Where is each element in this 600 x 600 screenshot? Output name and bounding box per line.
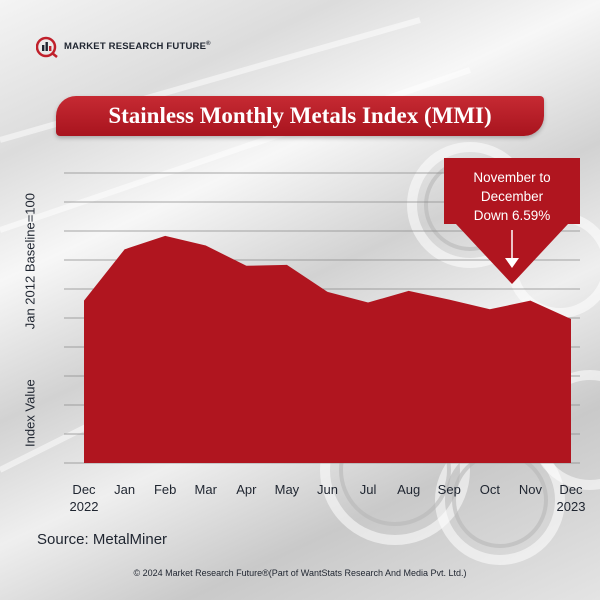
x-tick-label: Sep	[437, 482, 461, 497]
x-tick-label: Jan	[114, 482, 136, 497]
x-tick-label: May	[274, 482, 300, 497]
callout-arrow-shape	[444, 158, 580, 284]
x-tick-label: Dec 2022	[69, 482, 99, 514]
x-tick-label: Dec 2023	[556, 482, 586, 514]
x-tick-label: Feb	[153, 482, 177, 497]
title-banner: Stainless Monthly Metals Index (MMI)	[56, 96, 544, 136]
y-axis-label: Index ValueJan 2012 Baseline=100	[22, 193, 38, 447]
source-note: Source: MetalMiner	[37, 531, 168, 548]
copyright-note: © 2024 Market Research Future®(Part of W…	[133, 568, 467, 578]
index-area-series	[84, 235, 571, 463]
x-tick-label: Oct	[479, 482, 500, 497]
change-callout: November to December Down 6.59%	[444, 158, 580, 290]
callout-text: November to December Down 6.59%	[473, 170, 551, 223]
x-tick-label: Jul	[359, 482, 377, 497]
brand-logo: MARKET RESEARCH FUTURE®	[36, 36, 211, 58]
x-tick-label: Jun	[317, 482, 338, 497]
x-tick-label: Aug	[397, 482, 421, 497]
x-tick-label: Mar	[194, 482, 217, 497]
x-tick-label: Apr	[236, 482, 257, 497]
chart-title: Stainless Monthly Metals Index (MMI)	[108, 103, 492, 128]
brand-name: MARKET RESEARCH FUTURE®	[64, 41, 211, 53]
down-arrow-icon	[505, 258, 519, 268]
logo-mark-icon	[36, 36, 58, 58]
x-tick-label: Nov	[518, 482, 542, 497]
